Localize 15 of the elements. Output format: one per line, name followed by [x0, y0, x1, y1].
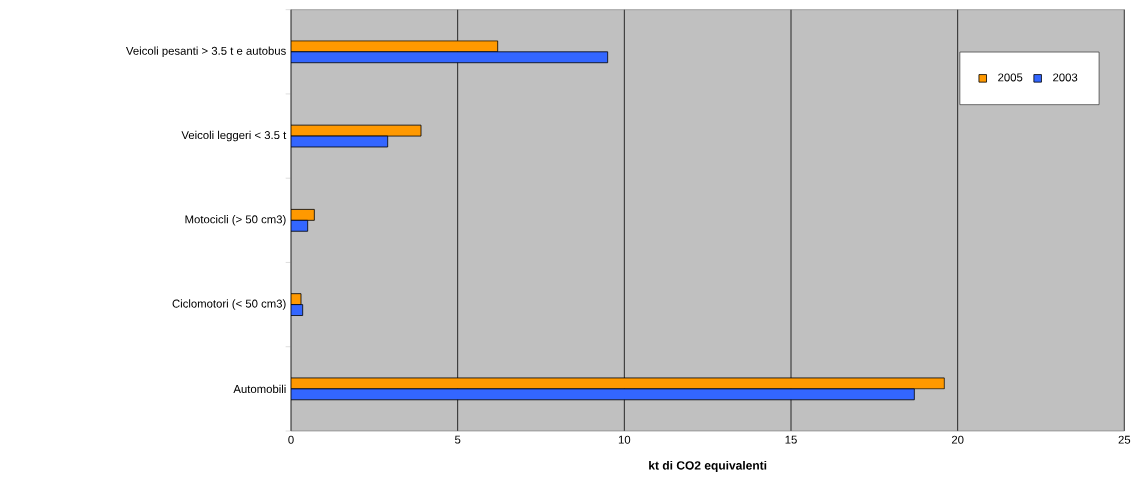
- y-tick-label: Ciclomotori (< 50 cm3): [172, 299, 286, 310]
- x-tick-label: 0: [288, 435, 294, 444]
- bar: [291, 51, 609, 64]
- y-tick-label: Automobili: [233, 384, 286, 394]
- legend-label: 2005: [998, 73, 1023, 82]
- x-tick-label: 20: [951, 435, 964, 444]
- y-tick-label: Veicoli pesanti > 3.5 t e autobus: [125, 46, 286, 58]
- x-tick-label: 25: [1118, 435, 1131, 444]
- y-tick-label: Motocicli (> 50 cm3): [185, 215, 286, 226]
- x-tick-label: 15: [785, 435, 797, 444]
- legend-label: 2003: [1053, 73, 1078, 82]
- x-tick-label: 5: [454, 435, 461, 444]
- x-tick-label: 10: [618, 435, 631, 444]
- x-axis-title: kt di CO2 equivalenti: [649, 460, 767, 473]
- y-tick-label: Veicoli leggeri < 3.5 t: [181, 130, 287, 142]
